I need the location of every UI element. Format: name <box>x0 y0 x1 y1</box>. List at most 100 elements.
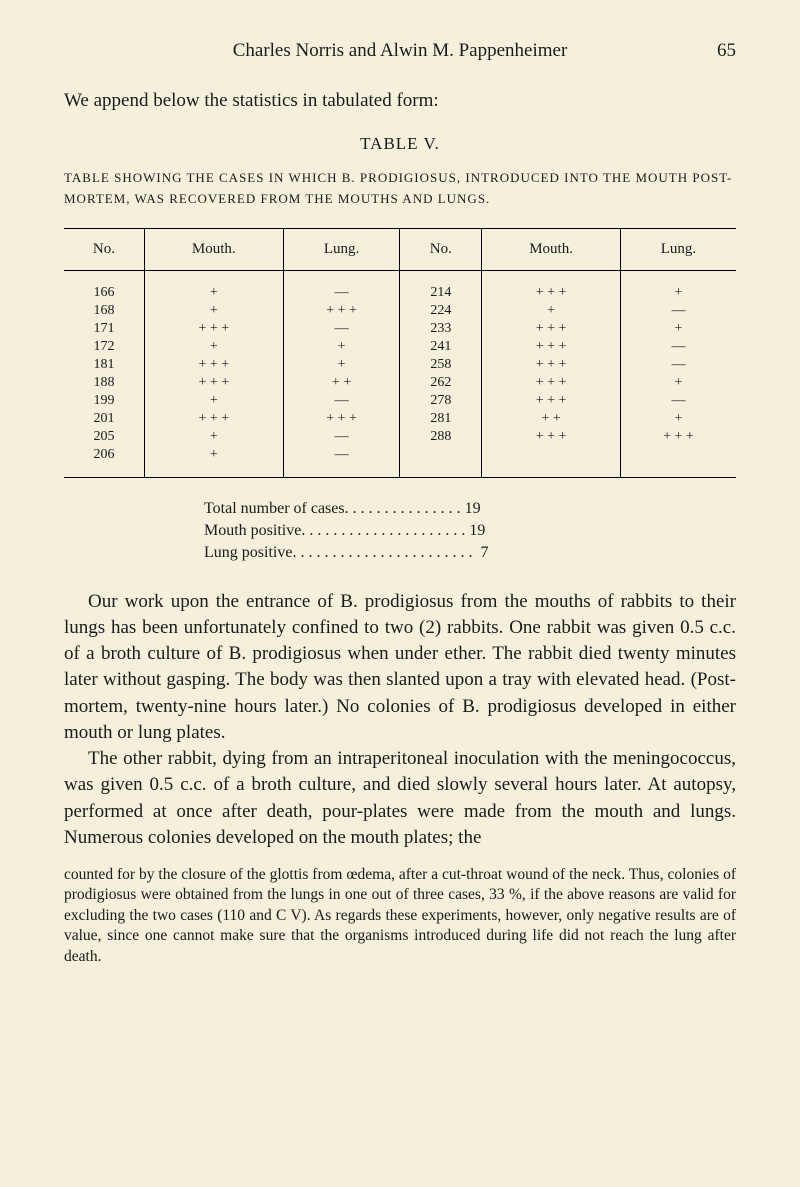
cell: + + + <box>482 270 621 302</box>
cell: + + + <box>482 320 621 338</box>
page-container: Charles Norris and Alwin M. Pappenheimer… <box>0 0 800 1017</box>
cell: + + + <box>283 410 400 428</box>
cell: + <box>620 374 736 392</box>
table-row: 166+—214+ + ++ <box>64 270 736 302</box>
cell: + <box>144 392 283 410</box>
cell: 224 <box>400 302 482 320</box>
footnote-text: counted for by the closure of the glotti… <box>64 865 736 967</box>
cell: + <box>620 320 736 338</box>
cell: 172 <box>64 338 144 356</box>
col-header: Lung. <box>620 228 736 270</box>
cell: 281 <box>400 410 482 428</box>
header-line: Charles Norris and Alwin M. Pappenheimer… <box>64 40 736 62</box>
cell: + <box>283 338 400 356</box>
cell <box>620 446 736 478</box>
table-row: 206+— <box>64 446 736 478</box>
totals-block: Total number of cases. . . . . . . . . .… <box>204 498 736 565</box>
cell: + + + <box>144 356 283 374</box>
cell: — <box>283 428 400 446</box>
table-row: 171+ + +—233+ + ++ <box>64 320 736 338</box>
table-row: 172++241+ + +— <box>64 338 736 356</box>
body-text: Our work upon the entrance of B. prodigi… <box>64 589 736 851</box>
col-header: No. <box>400 228 482 270</box>
body-paragraph: Our work upon the entrance of B. prodigi… <box>64 589 736 746</box>
cell: 278 <box>400 392 482 410</box>
cell: — <box>283 320 400 338</box>
cell: + + + <box>283 302 400 320</box>
col-header: Mouth. <box>482 228 621 270</box>
cell <box>400 446 482 478</box>
cell: + + + <box>144 410 283 428</box>
table-subcaption: TABLE SHOWING THE CASES IN WHICH B. PROD… <box>64 168 736 210</box>
cell: — <box>620 392 736 410</box>
table-row: 205+—288+ + ++ + + <box>64 428 736 446</box>
cell: — <box>283 446 400 478</box>
table-body: 166+—214+ + ++ 168++ + +224+— 171+ + +—2… <box>64 270 736 477</box>
data-table: No. Mouth. Lung. No. Mouth. Lung. 166+—2… <box>64 228 736 478</box>
header-title: Charles Norris and Alwin M. Pappenheimer <box>104 40 696 62</box>
cell: + <box>144 446 283 478</box>
cell: 262 <box>400 374 482 392</box>
cell <box>482 446 621 478</box>
totals-value: 7 <box>480 542 488 564</box>
cell: + + + <box>482 374 621 392</box>
cell: + <box>620 410 736 428</box>
totals-value: 19 <box>465 498 481 520</box>
totals-value: 19 <box>469 520 485 542</box>
cell: + + + <box>620 428 736 446</box>
cell: 171 <box>64 320 144 338</box>
table-header-row: No. Mouth. Lung. No. Mouth. Lung. <box>64 228 736 270</box>
table-caption: TABLE V. <box>64 134 736 154</box>
cell: 241 <box>400 338 482 356</box>
page-number: 65 <box>696 40 736 62</box>
totals-label: Total number of cases. . . . . . . . . .… <box>204 498 465 520</box>
cell: + + + <box>482 428 621 446</box>
cell: + <box>482 302 621 320</box>
cell: + + + <box>482 392 621 410</box>
table-row: 168++ + +224+— <box>64 302 736 320</box>
cell: 201 <box>64 410 144 428</box>
cell: + <box>144 302 283 320</box>
cell: — <box>620 356 736 374</box>
cell: 214 <box>400 270 482 302</box>
cell: — <box>283 392 400 410</box>
cell: + + + <box>482 338 621 356</box>
cell: 288 <box>400 428 482 446</box>
cell: 233 <box>400 320 482 338</box>
cell: 166 <box>64 270 144 302</box>
table-row: 181+ + ++258+ + +— <box>64 356 736 374</box>
col-header: Lung. <box>283 228 400 270</box>
cell: + <box>144 270 283 302</box>
cell: 199 <box>64 392 144 410</box>
totals-label: Lung positive. . . . . . . . . . . . . .… <box>204 542 480 564</box>
cell: + <box>620 270 736 302</box>
totals-label: Mouth positive. . . . . . . . . . . . . … <box>204 520 469 542</box>
intro-text: We append below the statistics in tabula… <box>64 90 736 112</box>
cell: 206 <box>64 446 144 478</box>
cell: — <box>620 338 736 356</box>
table-row: 188+ + ++ +262+ + ++ <box>64 374 736 392</box>
cell: + + + <box>144 374 283 392</box>
col-header: No. <box>64 228 144 270</box>
table-row: 201+ + ++ + +281+ ++ <box>64 410 736 428</box>
cell: 258 <box>400 356 482 374</box>
cell: — <box>620 302 736 320</box>
cell: + + <box>283 374 400 392</box>
cell: + <box>144 338 283 356</box>
cell: + + + <box>482 356 621 374</box>
cell: + + + <box>144 320 283 338</box>
cell: + + <box>482 410 621 428</box>
cell: 188 <box>64 374 144 392</box>
table-row: 199+—278+ + +— <box>64 392 736 410</box>
body-paragraph: The other rabbit, dying from an intraper… <box>64 746 736 851</box>
totals-line: Total number of cases. . . . . . . . . .… <box>204 498 736 520</box>
cell: 205 <box>64 428 144 446</box>
cell: 168 <box>64 302 144 320</box>
totals-line: Mouth positive. . . . . . . . . . . . . … <box>204 520 736 542</box>
cell: — <box>283 270 400 302</box>
cell: + <box>144 428 283 446</box>
cell: + <box>283 356 400 374</box>
col-header: Mouth. <box>144 228 283 270</box>
totals-line: Lung positive. . . . . . . . . . . . . .… <box>204 542 736 564</box>
cell: 181 <box>64 356 144 374</box>
